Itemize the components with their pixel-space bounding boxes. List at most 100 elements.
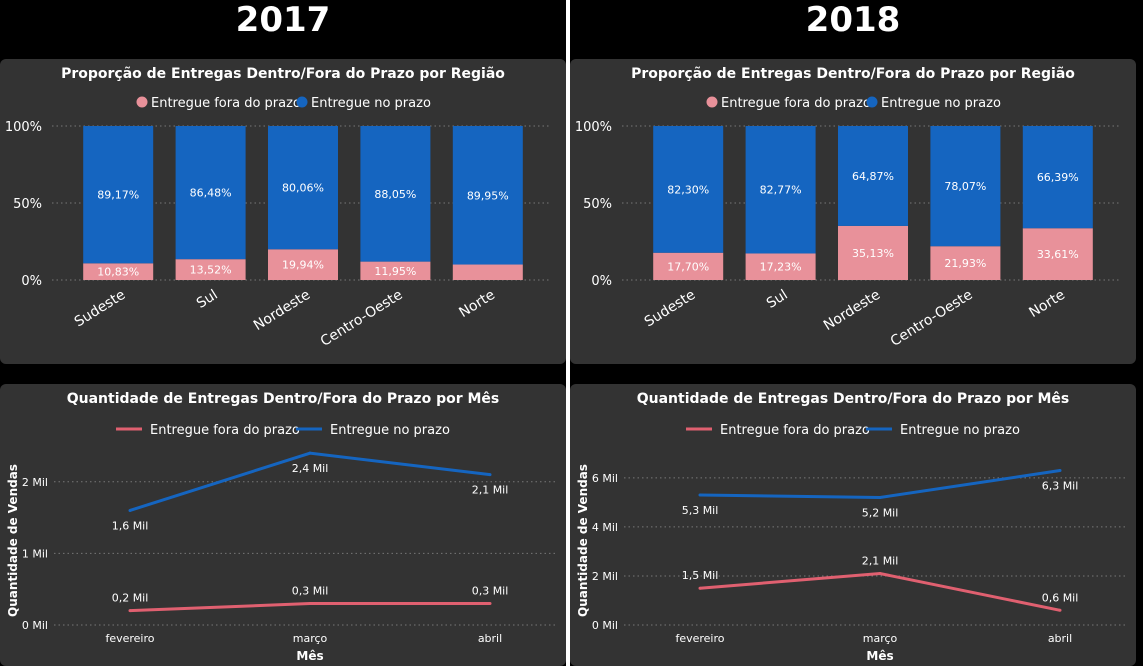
data-label-ontime: 78,07%: [944, 180, 986, 193]
bar-late: [930, 246, 1001, 280]
series-line-ontime: [699, 469, 1061, 499]
bar-ontime: [83, 126, 154, 264]
bar-late: [175, 259, 246, 280]
x-tick-label: fevereiro: [675, 632, 724, 645]
line-chart-title: Quantidade de Entregas Dentro/Fora do Pr…: [66, 391, 500, 407]
y-tick-label: 0%: [21, 274, 42, 289]
data-label-late: 21,93%: [944, 257, 986, 270]
legend-label-ontime: Entregue no prazo: [900, 423, 1020, 438]
line-chart-2017: Entregue fora do prazo Entregue no prazo 0…: [6, 423, 558, 663]
legend-label-ontime: Entregue no prazo: [330, 423, 450, 438]
bar-late: [452, 264, 523, 280]
data-label-late: 19,94%: [282, 259, 324, 272]
data-label-late: 1,5 Mil: [682, 569, 719, 582]
bar-ontime: [838, 126, 908, 226]
data-point-ontime: [1058, 469, 1062, 473]
data-label-late: 10,83%: [97, 266, 139, 279]
x-tick-label: março: [293, 632, 328, 645]
dashboard-2018: 2018 Proporção de Entregas Dentro/Fora d…: [570, 0, 1136, 666]
bar-chart-title: Proporção de Entregas Dentro/Fora do Pra…: [631, 66, 1075, 82]
bar-ontime: [268, 126, 338, 250]
bar-chart-panel: Proporção de Entregas Dentro/Fora do Pra…: [0, 59, 566, 364]
x-axis-title: Mês: [866, 649, 893, 663]
legend-label-ontime: Entregue no prazo: [311, 96, 431, 111]
x-tick-label: fevereiro: [105, 632, 154, 645]
data-label-late: 11,95%: [374, 265, 416, 278]
data-label-late: 0,2 Mil: [112, 592, 149, 605]
bar-late: [838, 225, 908, 280]
y-axis-title: Quantidade de Vendas: [6, 464, 20, 617]
data-label-late: 17,23%: [760, 261, 802, 274]
legend-label-late: Entregue fora do prazo: [150, 423, 300, 438]
x-tick-label: abril: [1048, 632, 1072, 645]
data-point-ontime: [308, 451, 312, 455]
y-axis-title: Quantidade de Vendas: [576, 464, 590, 617]
data-label-ontime: 88,05%: [374, 188, 416, 201]
x-category-label: Sudeste: [72, 287, 129, 331]
x-category-label: Norte: [1026, 287, 1067, 321]
data-label-ontime: 82,30%: [667, 183, 709, 196]
data-label-ontime: 5,2 Mil: [862, 506, 899, 519]
data-point-late: [488, 602, 492, 606]
x-tick-label: março: [863, 632, 898, 645]
x-category-label: Sul: [194, 287, 221, 312]
data-label-ontime: 66,39%: [1037, 171, 1079, 184]
data-label-late: 0,6 Mil: [1042, 591, 1079, 604]
y-tick-label: 4 Mil: [592, 521, 618, 534]
bar-ontime: [745, 126, 816, 254]
bar-ontime: [175, 126, 246, 260]
dashboard-2017: 2017 Proporção de Entregas Dentro/Fora d…: [0, 0, 566, 666]
data-point-late: [698, 586, 702, 590]
data-point-ontime: [698, 493, 702, 497]
bar-late: [268, 249, 338, 280]
data-point-late: [878, 572, 882, 576]
x-category-label: Sul: [764, 287, 791, 312]
bar-late: [83, 263, 154, 280]
data-label-ontime: 5,3 Mil: [682, 504, 719, 517]
bar-ontime: [360, 126, 431, 262]
data-point-ontime: [128, 508, 132, 512]
bar-ontime: [452, 126, 523, 265]
data-label-ontime: 2,4 Mil: [292, 462, 329, 475]
data-label-ontime: 1,6 Mil: [112, 519, 149, 532]
data-label-late: 35,13%: [852, 247, 894, 260]
x-category-label: Norte: [456, 287, 497, 321]
legend-marker-late: [706, 96, 718, 108]
y-tick-label: 0 Mil: [22, 619, 48, 632]
legend-label-ontime: Entregue no prazo: [881, 96, 1001, 111]
data-point-late: [308, 602, 312, 606]
x-category-label: Centro-Oeste: [888, 287, 976, 350]
bar-ontime: [1022, 126, 1093, 229]
bar-ontime: [653, 126, 724, 253]
data-label-late: 0,3 Mil: [292, 585, 329, 598]
data-label-late: 2,1 Mil: [862, 555, 899, 568]
year-title: 2018: [805, 0, 901, 40]
y-tick-label: 2 Mil: [22, 476, 48, 489]
x-category-label: Nordeste: [251, 287, 313, 334]
series-line-late: [699, 571, 1061, 612]
data-label-late: 0,3 Mil: [472, 585, 509, 598]
data-point-late: [128, 609, 132, 613]
data-label-late: 13,52%: [190, 264, 232, 277]
line-chart-2018: Entregue fora do prazo Entregue no prazo 0…: [576, 423, 1128, 663]
y-tick-label: 0 Mil: [592, 619, 618, 632]
bar-late: [745, 253, 816, 280]
legend-marker-ontime: [296, 96, 308, 108]
x-category-label: Centro-Oeste: [318, 287, 406, 350]
line-chart-panel: Quantidade de Entregas Dentro/Fora do Pr…: [0, 384, 566, 666]
y-tick-label: 1 Mil: [22, 547, 48, 560]
column-divider: [566, 0, 570, 666]
bar-chart-2018: Entregue fora do prazo Entregue no prazo 0…: [575, 96, 1120, 350]
data-label-late: 17,70%: [667, 260, 709, 273]
y-tick-label: 50%: [13, 197, 42, 212]
x-axis-title: Mês: [296, 649, 323, 663]
x-category-label: Nordeste: [821, 287, 883, 334]
data-label-ontime: 2,1 Mil: [472, 484, 509, 497]
y-tick-label: 2 Mil: [592, 570, 618, 583]
bar-chart-panel: Proporção de Entregas Dentro/Fora do Pra…: [570, 59, 1136, 364]
data-point-ontime: [878, 495, 882, 499]
data-point-ontime: [488, 473, 492, 477]
data-label-ontime: 89,17%: [97, 189, 139, 202]
data-label-ontime: 89,95%: [467, 189, 509, 202]
y-tick-label: 50%: [583, 197, 612, 212]
